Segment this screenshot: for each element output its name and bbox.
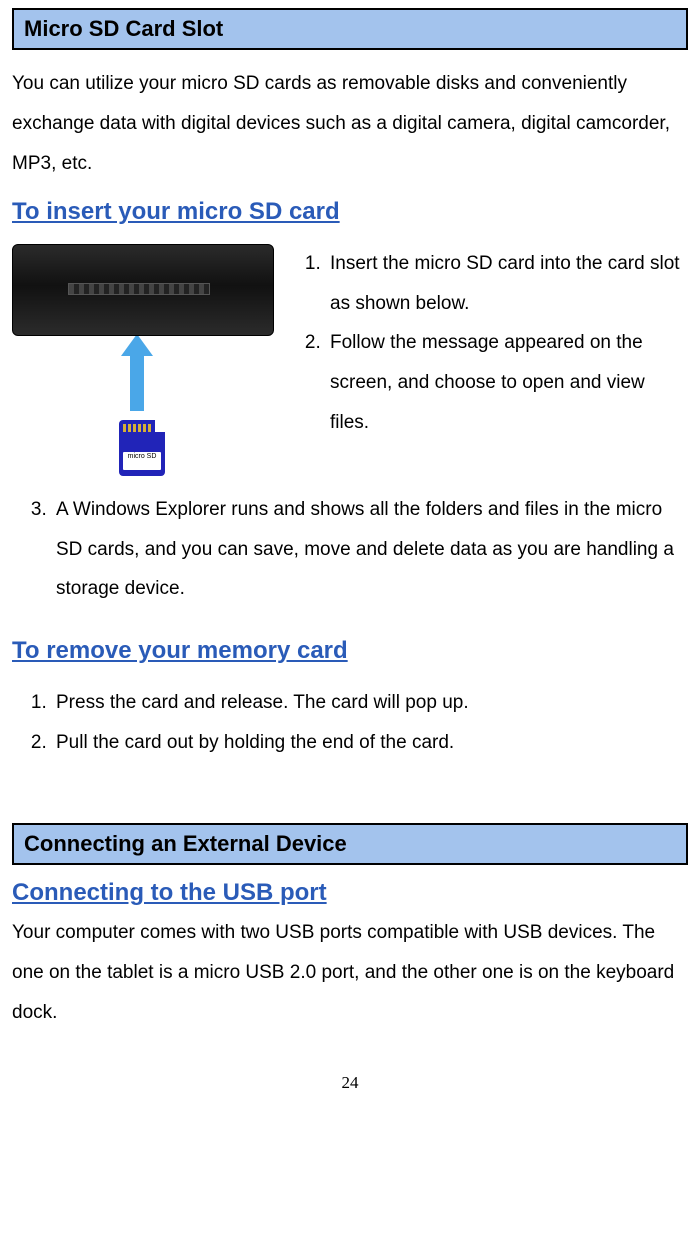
usb-paragraph: Your computer comes with two USB ports c… — [12, 913, 688, 1033]
insert-steps-right: Insert the micro SD card into the card s… — [302, 244, 688, 443]
insert-step-1: Insert the micro SD card into the card s… — [326, 244, 688, 324]
intro-paragraph: You can utilize your micro SD cards as r… — [12, 64, 688, 184]
usb-heading: Connecting to the USB port — [12, 879, 688, 907]
arrow-up-icon — [121, 334, 153, 411]
insert-row: micro SD Insert the micro SD card into t… — [12, 244, 688, 476]
remove-steps: Press the card and release. The card wil… — [12, 683, 688, 763]
insert-step-3: A Windows Explorer runs and shows all th… — [52, 490, 688, 610]
remove-step-1: Press the card and release. The card wil… — [52, 683, 688, 723]
insert-heading: To insert your micro SD card — [12, 198, 688, 226]
page-number: 24 — [12, 1073, 688, 1093]
section-header-sd: Micro SD Card Slot — [12, 8, 688, 50]
insert-step-2: Follow the message appeared on the scree… — [326, 323, 688, 443]
section-header-external: Connecting an External Device — [12, 823, 688, 865]
remove-heading: To remove your memory card — [12, 637, 688, 665]
device-body-icon — [12, 244, 274, 336]
sd-illustration: micro SD — [12, 244, 272, 476]
sd-card-label: micro SD — [123, 452, 161, 470]
microsd-card-icon: micro SD — [119, 420, 165, 476]
remove-step-2: Pull the card out by holding the end of … — [52, 723, 688, 763]
insert-steps-continued: A Windows Explorer runs and shows all th… — [12, 490, 688, 610]
